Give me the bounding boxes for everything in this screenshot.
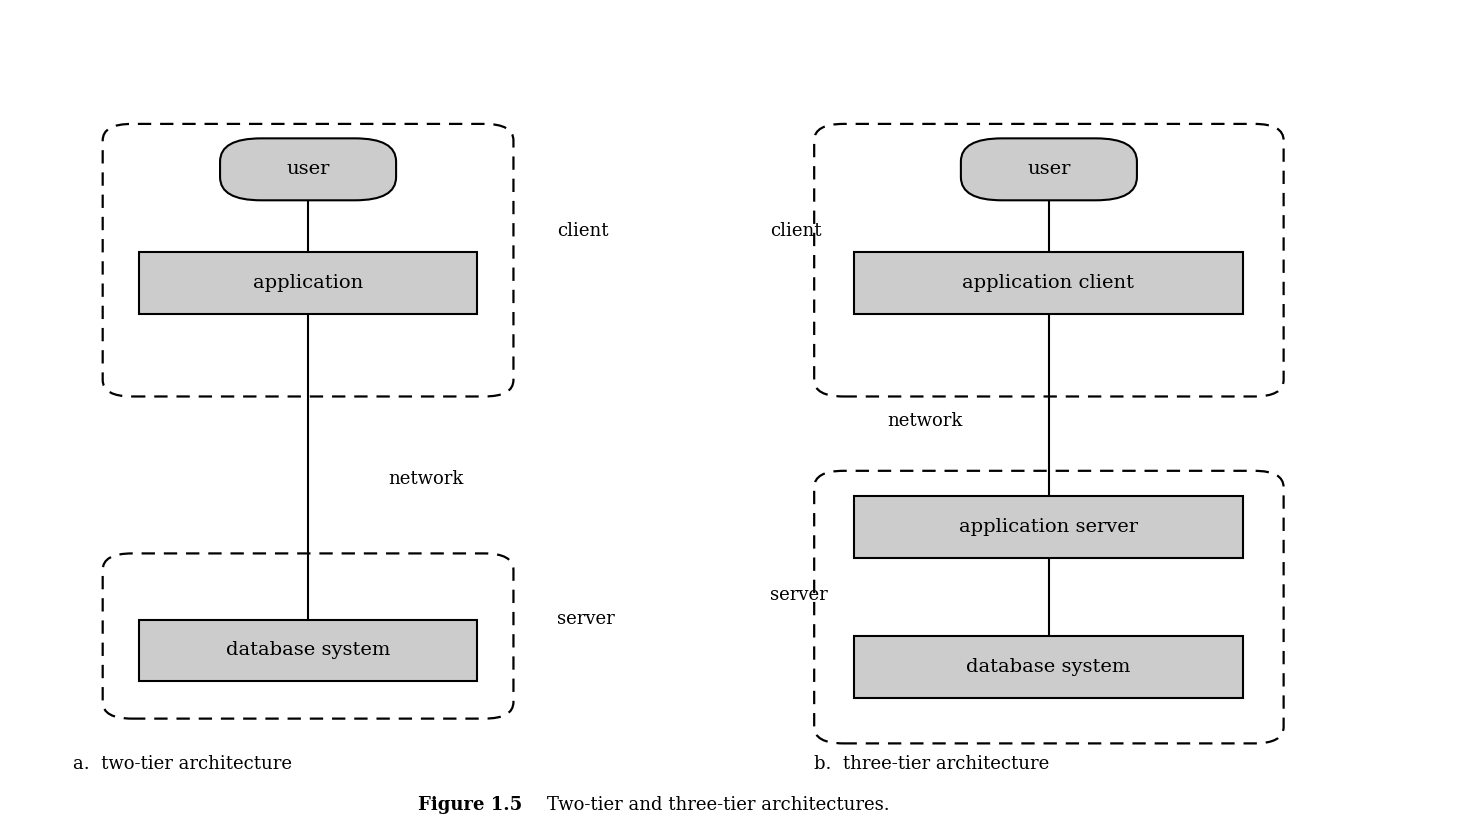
Text: user: user xyxy=(286,160,330,178)
Text: a.  two-tier architecture: a. two-tier architecture xyxy=(73,755,292,773)
Text: client: client xyxy=(770,222,822,240)
FancyBboxPatch shape xyxy=(854,636,1243,698)
Text: database system: database system xyxy=(226,642,390,659)
Text: network: network xyxy=(888,412,962,430)
FancyBboxPatch shape xyxy=(139,620,477,681)
Text: database system: database system xyxy=(965,658,1131,676)
Text: application client: application client xyxy=(962,274,1134,292)
FancyBboxPatch shape xyxy=(854,252,1243,314)
FancyBboxPatch shape xyxy=(961,138,1137,200)
Text: network: network xyxy=(389,470,464,488)
Text: application: application xyxy=(252,274,364,292)
Text: Figure 1.5: Figure 1.5 xyxy=(418,796,522,814)
Text: server: server xyxy=(770,586,827,604)
Text: user: user xyxy=(1027,160,1071,178)
Text: application server: application server xyxy=(958,518,1138,535)
FancyBboxPatch shape xyxy=(854,496,1243,558)
FancyBboxPatch shape xyxy=(139,252,477,314)
Text: b.  three-tier architecture: b. three-tier architecture xyxy=(814,755,1049,773)
FancyBboxPatch shape xyxy=(220,138,396,200)
Text: server: server xyxy=(557,610,615,629)
Text: Two-tier and three-tier architectures.: Two-tier and three-tier architectures. xyxy=(524,796,889,814)
Text: client: client xyxy=(557,222,609,240)
